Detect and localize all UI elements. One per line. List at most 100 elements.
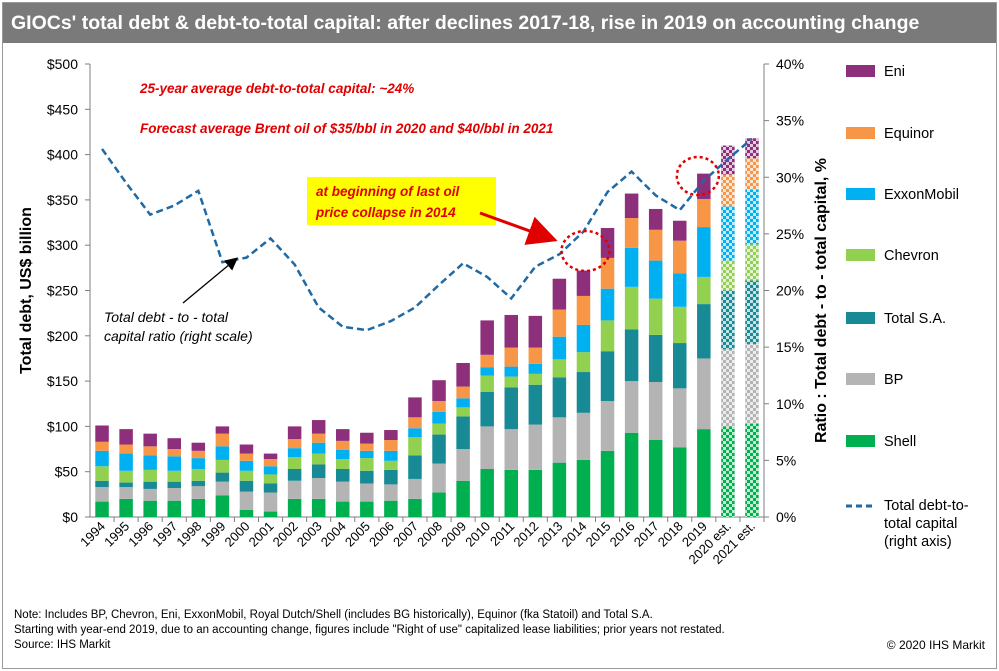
x-tick-label: 1997 xyxy=(149,519,180,550)
bar-eni xyxy=(480,320,494,355)
bar-equinor xyxy=(624,218,639,248)
bar-bp xyxy=(143,488,157,501)
bar-bp xyxy=(311,478,326,499)
bar-eni xyxy=(360,432,374,444)
legend-swatch xyxy=(846,373,875,385)
y-tick-label: $150 xyxy=(47,373,78,389)
bar-estimate-hatch xyxy=(745,280,759,344)
bar-bp xyxy=(528,424,543,470)
bar-bp xyxy=(215,481,230,496)
bar-shell xyxy=(360,501,374,517)
bar-bp xyxy=(480,426,494,469)
bar-exxonmobil xyxy=(624,247,639,287)
bar-total-s-a- xyxy=(480,391,494,427)
bar-exxonmobil xyxy=(191,458,206,469)
x-tick-label: 2003 xyxy=(294,519,325,550)
legend-line-label: total capital xyxy=(884,516,957,532)
bar-chevron xyxy=(119,470,133,483)
bar-total-s-a- xyxy=(697,304,711,359)
bar-equinor xyxy=(504,347,518,367)
bar-equinor xyxy=(384,439,398,451)
bar-bp xyxy=(263,492,278,512)
line-annotation-text: capital ratio (right scale) xyxy=(104,328,253,344)
bar-shell xyxy=(239,509,254,517)
bar-shell xyxy=(167,500,181,517)
bar-eni xyxy=(336,429,350,441)
legend-label: Total S.A. xyxy=(884,311,946,327)
bar-chevron xyxy=(673,306,687,344)
bar-shell xyxy=(697,429,711,517)
bar-equinor xyxy=(673,240,687,274)
x-tick-label: 2005 xyxy=(342,519,373,550)
bar-shell xyxy=(263,511,278,517)
bar-exxonmobil xyxy=(673,273,687,307)
bar-equinor xyxy=(600,257,615,289)
bar-chevron xyxy=(360,458,374,471)
legend-line-label: (right axis) xyxy=(884,534,952,550)
bar-exxonmobil xyxy=(432,411,446,424)
y-right-tick-label: 40% xyxy=(776,56,804,72)
x-tick-label: 2002 xyxy=(270,519,301,550)
bar-chevron xyxy=(600,320,615,352)
legend-label: Chevron xyxy=(884,248,939,264)
callout-arrow xyxy=(479,211,558,245)
y-right-tick-label: 30% xyxy=(776,169,804,185)
bar-shell xyxy=(119,498,133,517)
bar-shell xyxy=(191,498,206,517)
bar-total-s-a- xyxy=(336,468,350,482)
bar-shell xyxy=(143,500,157,517)
bar-eni xyxy=(191,442,206,451)
bar-exxonmobil xyxy=(384,450,398,461)
bar-bp xyxy=(673,388,687,448)
bar-chevron xyxy=(384,460,398,470)
bar-equinor xyxy=(95,441,109,451)
bar-total-s-a- xyxy=(191,480,206,487)
bar-shell xyxy=(528,469,543,517)
y-tick-label: $450 xyxy=(47,101,78,117)
bar-total-s-a- xyxy=(528,384,543,425)
bar-equinor xyxy=(239,453,254,461)
bar-bp xyxy=(191,486,206,499)
highlight-circle-2019 xyxy=(675,155,721,197)
bar-shell xyxy=(311,498,326,517)
x-tick-label: 1995 xyxy=(101,519,132,550)
bar-exxonmobil xyxy=(119,453,133,471)
bar-exxonmobil xyxy=(408,428,422,438)
footnotes: Note: Includes BP, Chevron, Eni, ExxonMo… xyxy=(14,608,725,653)
bar-eni xyxy=(239,444,254,454)
y-right-tick-label: 20% xyxy=(776,283,804,299)
bar-total-s-a- xyxy=(673,343,687,389)
bar-total-s-a- xyxy=(384,469,398,485)
bar-chevron xyxy=(408,437,422,456)
bar-exxonmobil xyxy=(311,442,326,454)
bar-total-s-a- xyxy=(263,483,278,493)
x-tick-label: 2010 xyxy=(462,519,493,550)
bar-exxonmobil xyxy=(239,460,254,471)
bar-chevron xyxy=(624,286,639,330)
legend-line-label: Total debt-to- xyxy=(884,498,969,514)
bar-shell xyxy=(287,498,302,517)
x-tick-label: 2016 xyxy=(607,519,638,550)
bar-chevron xyxy=(504,376,518,388)
bar-equinor xyxy=(311,433,326,443)
bar-exxonmobil xyxy=(600,288,615,321)
callout-text: price collapse in 2014 xyxy=(315,205,456,220)
y-tick-label: $0 xyxy=(62,509,78,525)
bar-equinor xyxy=(552,309,567,337)
bar-total-s-a- xyxy=(600,351,615,402)
bar-bp xyxy=(119,487,133,499)
bar-chevron xyxy=(311,453,326,465)
y-right-tick-label: 15% xyxy=(776,339,804,355)
bar-exxonmobil xyxy=(697,227,711,277)
bar-eni xyxy=(95,425,109,442)
bar-chevron xyxy=(456,407,470,417)
bar-eni xyxy=(624,193,639,219)
legend-swatch xyxy=(846,249,875,261)
x-tick-label: 2008 xyxy=(414,519,445,550)
x-tick-label: 2007 xyxy=(390,519,421,550)
legend-swatch xyxy=(846,127,875,139)
bar-estimate-hatch xyxy=(721,260,735,291)
bar-total-s-a- xyxy=(552,377,567,418)
bar-eni xyxy=(384,430,398,440)
bar-shell xyxy=(504,469,518,517)
